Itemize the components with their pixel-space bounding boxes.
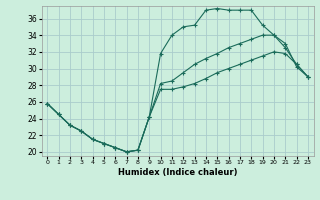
- X-axis label: Humidex (Indice chaleur): Humidex (Indice chaleur): [118, 168, 237, 177]
